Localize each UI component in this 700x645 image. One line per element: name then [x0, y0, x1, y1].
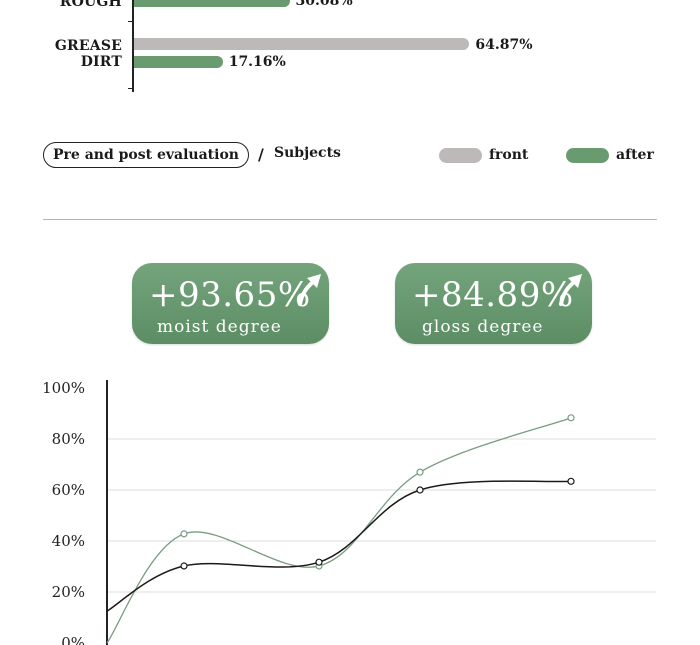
- bar-value-label: 64.87%: [475, 37, 533, 53]
- y-tick-label: 40%: [52, 532, 85, 550]
- category-label-grease-dirt: GREASE DIRT: [54, 38, 122, 70]
- bar-axis-tick: [128, 21, 133, 22]
- y-axis-ticks: 0% 20% 40% 60% 80% 100%: [42, 379, 85, 645]
- series-1-point: [567, 414, 575, 422]
- series-line-2: [106, 480, 572, 612]
- grid-lines: [108, 438, 656, 593]
- series-2-point: [416, 486, 424, 494]
- y-tick-label: 0%: [61, 634, 85, 645]
- evaluation-pill: Pre and post evaluation: [43, 142, 249, 168]
- y-tick-label: 100%: [42, 379, 85, 397]
- legend-swatch-after: [566, 148, 609, 163]
- series-1-point: [416, 468, 424, 476]
- series-2-point: [567, 477, 575, 485]
- y-tick-label: 80%: [52, 430, 85, 448]
- stat-label-gloss: gloss degree: [422, 317, 544, 337]
- series-2-point: [315, 558, 323, 566]
- series-1-point: [180, 530, 188, 538]
- bar-chart-axis: [132, 0, 134, 92]
- legend-label-front: front: [489, 147, 529, 163]
- bar-value-label: 30.08%: [295, 0, 353, 9]
- section-divider: [43, 219, 657, 220]
- legend-label-after: after: [616, 147, 654, 163]
- bar-rough-after: [134, 0, 290, 7]
- separator: /: [258, 145, 264, 164]
- bar-grease-dirt-front: [134, 38, 470, 50]
- bar-grease-dirt-after: [134, 56, 223, 68]
- stat-badge-moist: [132, 263, 329, 344]
- series-layer: [106, 414, 575, 644]
- bar-value-label: 17.16%: [228, 54, 286, 70]
- series-line-1: [106, 417, 572, 644]
- stat-value-moist: +93.65%: [149, 275, 311, 315]
- stat-label-moist: moist degree: [157, 317, 282, 337]
- y-tick-label: 20%: [52, 583, 85, 601]
- y-tick-label: 60%: [52, 481, 85, 499]
- bar-axis-tick: [128, 88, 133, 89]
- legend-swatch-front: [439, 148, 482, 163]
- stat-value-gloss: +84.89%: [412, 275, 574, 315]
- subjects-label: Subjects: [274, 145, 341, 161]
- line-chart: 0% 20% 40% 60% 80% 100%: [42, 379, 656, 645]
- arrow-up-icon: [298, 274, 321, 306]
- category-label-rough: ROUGH: [59, 0, 122, 10]
- arrow-up-icon: [559, 274, 582, 306]
- series-2-point: [180, 562, 188, 570]
